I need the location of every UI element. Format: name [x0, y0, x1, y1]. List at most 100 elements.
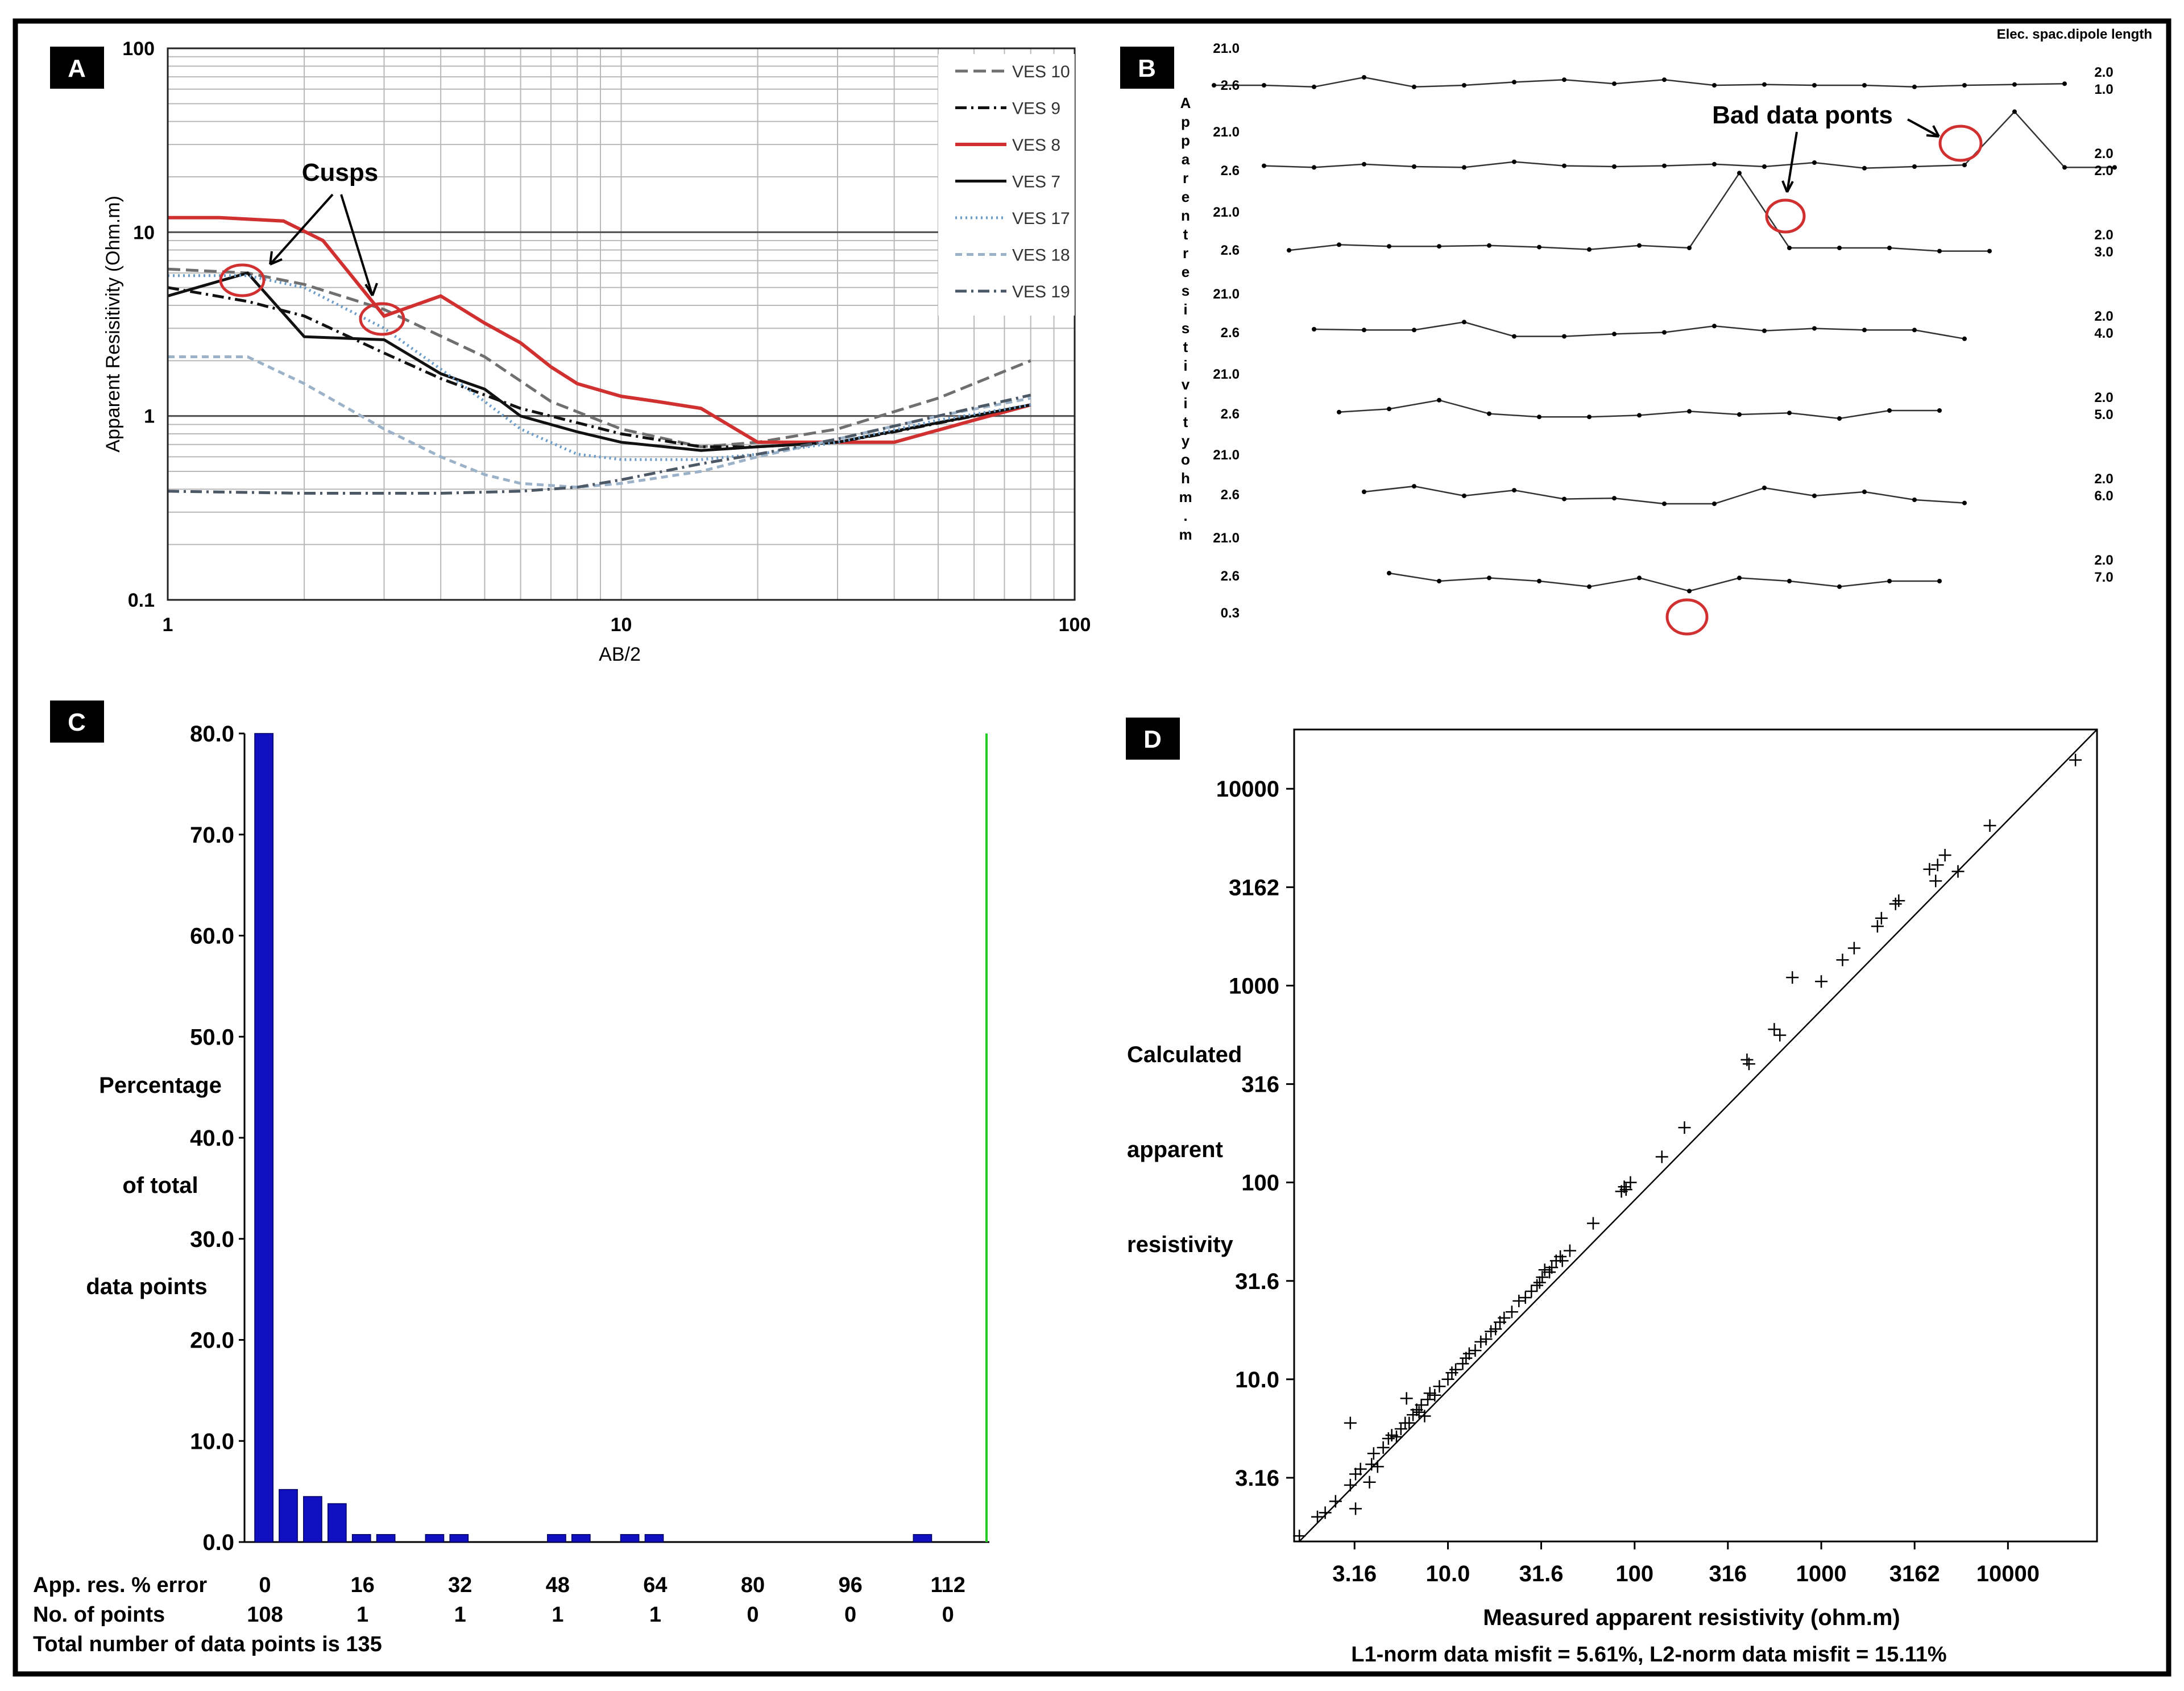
- panel-b-data-point: [1437, 397, 1441, 403]
- panel-d-data-point: [1311, 1510, 1324, 1523]
- panel-b-data-point: [2112, 165, 2117, 170]
- panel-d-data-point: [1415, 1399, 1428, 1412]
- panel-d-data-point: [1293, 1530, 1306, 1543]
- panel-b-data-point: [1387, 571, 1391, 575]
- panel-c-point-count: 1: [454, 1603, 466, 1627]
- panel-b-dipole-value: 2.0: [2094, 163, 2113, 179]
- panel-d-data-point: [1449, 1363, 1462, 1376]
- panel-b-data-point: [1462, 494, 1466, 498]
- panel-b-data-point: [1712, 83, 1717, 88]
- panel-d-data-point: [1474, 1335, 1487, 1348]
- panel-b-data-point: [2012, 82, 2017, 87]
- panel-c-error-bin-label: 32: [448, 1573, 472, 1597]
- panel-b-right-header: Elec. spac.dipole length: [1997, 27, 2152, 42]
- panel-b-axis-tick-label: 21.0: [1213, 125, 1240, 140]
- panel-b-data-point: [1687, 588, 1692, 594]
- panel-d-data-point: [1390, 1431, 1403, 1444]
- panel-b-data-point: [1637, 413, 1642, 418]
- panel-c-error-bin-label: 16: [350, 1573, 374, 1597]
- panel-b-data-point: [1812, 83, 1817, 88]
- panel-b-ylabel-letter: e: [1182, 188, 1190, 205]
- panel-d-data-point: [1678, 1121, 1691, 1134]
- panel-b-dipole-value: 5.0: [2094, 407, 2113, 422]
- panel-b-profiles: [1212, 75, 2117, 594]
- panel-b-dipole-value: 1.0: [2094, 82, 2113, 97]
- panel-a-ylabel: Apparent Resisitivity (Ohm.m): [102, 196, 124, 453]
- panel-b-data-point: [1412, 484, 1416, 489]
- panel-b-profile-line: [1313, 321, 1965, 340]
- panel-d-data-point: [1786, 971, 1799, 984]
- panel-d-data-point: [1498, 1311, 1511, 1324]
- panel-b-data-point: [1412, 328, 1416, 333]
- panel-b-data-point: [1212, 83, 1216, 88]
- panel-b-data-point: [1962, 500, 1967, 505]
- panel-d-xlabel: Measured apparent resistivity (ohm.m): [1483, 1605, 1900, 1630]
- panel-a-series-ves-19: [167, 393, 1031, 495]
- panel-d-xtick-label: 10000: [1976, 1561, 2040, 1586]
- panel-b-ylabel-letter: A: [1180, 94, 1191, 111]
- panel-a-frame: [167, 47, 1076, 601]
- panel-b-ylabel-letter: .: [1183, 507, 1187, 524]
- panel-a-cusp-arrow-1: [269, 193, 334, 266]
- panel-a-legend-box: [938, 54, 1075, 316]
- panel-d-data-point: [1371, 1460, 1384, 1473]
- panel-b-ylabel-letter: p: [1181, 132, 1190, 149]
- panel-a-label: A: [68, 55, 86, 82]
- panel-d-data-point: [1655, 1150, 1668, 1163]
- panel-b-data-point: [1362, 490, 1366, 494]
- panel-b-data-point: [1787, 246, 1792, 250]
- panel-b-data-point: [1537, 244, 1541, 250]
- panel-c-point-count: 0: [747, 1603, 759, 1627]
- panel-d-ylabel-line-3: resistivity: [1127, 1232, 1234, 1257]
- panel-a-cusps-annotation: Cusps: [302, 159, 378, 186]
- panel-d-data-point: [1329, 1495, 1342, 1508]
- panel-b-data-point: [1912, 498, 1917, 502]
- panel-d-footer: L1-norm data misfit = 5.61%, L2-norm dat…: [1351, 1643, 1946, 1667]
- panel-c-ytick-label: 0.0: [202, 1530, 234, 1555]
- panel-b-ylabel-letter: a: [1182, 151, 1190, 168]
- panel-b-data-point: [1887, 246, 1892, 250]
- panel-b-data-point: [1587, 584, 1592, 589]
- panel-a-xtick-label: 10: [611, 614, 632, 636]
- panel-b-data-point: [1312, 165, 1316, 170]
- panel-d-data-point: [1344, 1416, 1357, 1429]
- panel-b-ylabel-letter: r: [1183, 244, 1188, 262]
- panel-b-data-point: [1412, 164, 1416, 169]
- panel-b-data-point: [1637, 243, 1642, 248]
- panel-b-data-point: [1362, 161, 1366, 167]
- panel-b-data-point: [1462, 165, 1466, 170]
- panel-b-data-point: [1662, 502, 1667, 506]
- panel-b-data-point: [1887, 579, 1892, 583]
- panel-b-ylabel-letter: t: [1183, 338, 1188, 355]
- panel-b-data-point: [1662, 163, 1667, 168]
- panel-c-point-count: 0: [844, 1603, 856, 1627]
- panel-a-ytick-label: 100: [122, 38, 155, 60]
- panel-d-ytick-label: 10000: [1216, 777, 1279, 802]
- panel-b-data-point: [1537, 579, 1541, 583]
- panel-d-data-point: [1400, 1392, 1413, 1405]
- panel-b-data-point: [1937, 579, 1942, 583]
- panel-d-data-point: [1531, 1279, 1544, 1292]
- panel-b-data-point: [1562, 334, 1566, 339]
- panel-b-ylabel-letter: i: [1183, 357, 1187, 374]
- panel-b-data-point: [1812, 494, 1817, 498]
- panel-b-data-point: [1887, 408, 1892, 413]
- panel-b-data-point: [2012, 109, 2017, 114]
- panel-b-arrow-2: [1786, 131, 1798, 193]
- panel-d-data-point: [1441, 1373, 1454, 1386]
- panel-b-ylabel-letter: m: [1179, 526, 1192, 543]
- panel-b-data-point: [1762, 82, 1767, 87]
- panel-d-data-point: [1433, 1380, 1446, 1393]
- panel-b-data-point: [1862, 328, 1867, 333]
- panel-b-data-point: [1312, 327, 1316, 331]
- panel-b-arrowhead-1: [1926, 125, 1940, 138]
- panel-d-data-point: [1619, 1183, 1632, 1196]
- panel-b-spacing-value: 2.0: [2094, 390, 2113, 405]
- panel-b-axis-labels: 21.0 2.6 21.0 2.6 21.0 2.6 21.0 2.6 21.0 2.6 21.0 2…: [1213, 41, 1240, 621]
- panel-d-data-point: [1519, 1291, 1532, 1304]
- panel-b-bad-data-annotation: Bad data ponts: [1712, 101, 1893, 129]
- panel-d-data-point: [1377, 1441, 1390, 1454]
- panel-b-data-point: [1512, 488, 1516, 493]
